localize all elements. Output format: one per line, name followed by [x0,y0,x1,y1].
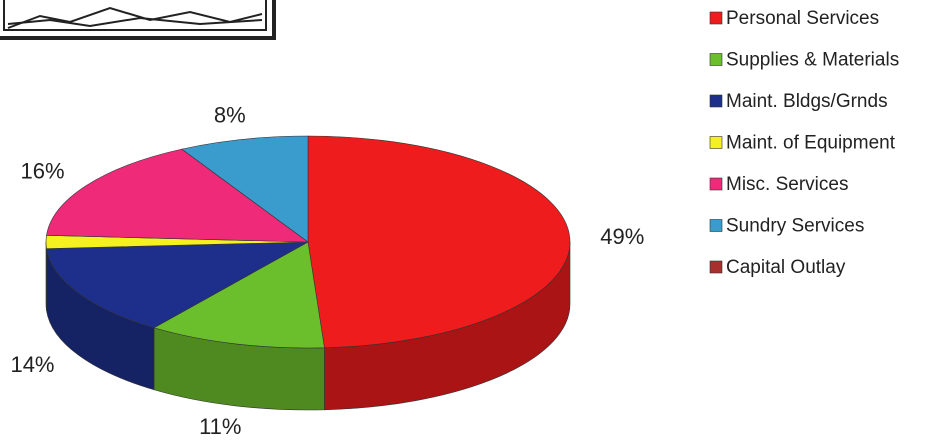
legend-swatch [709,11,723,25]
decorative-picture [0,0,276,40]
slice [307,135,571,349]
legend-swatch [709,260,723,274]
slice [46,241,309,329]
legend-label: Capital Outlay [726,257,846,278]
legend-swatch [709,177,723,191]
legend-swatch [709,219,723,232]
data-label: 8% [214,103,246,128]
slice-side [45,241,47,311]
slice [153,241,325,349]
legend-label: Personal Services [726,8,879,29]
legend-label: Misc. Services [726,174,848,195]
slice [181,135,309,243]
slice [46,148,309,243]
legend-swatch [709,136,723,149]
data-label: 11% [199,414,241,439]
legend-label: Maint. of Equipment [726,133,896,154]
legend-swatch [709,94,723,108]
legend-swatch [709,53,723,66]
legend-label: Supplies & Materials [726,50,899,71]
legend-label: Maint. Bldgs/Grnds [726,91,888,112]
data-label: 16% [21,159,65,184]
legend-label: Sundry Services [726,216,864,237]
data-label: 14% [10,352,54,377]
data-label: 49% [600,224,644,249]
